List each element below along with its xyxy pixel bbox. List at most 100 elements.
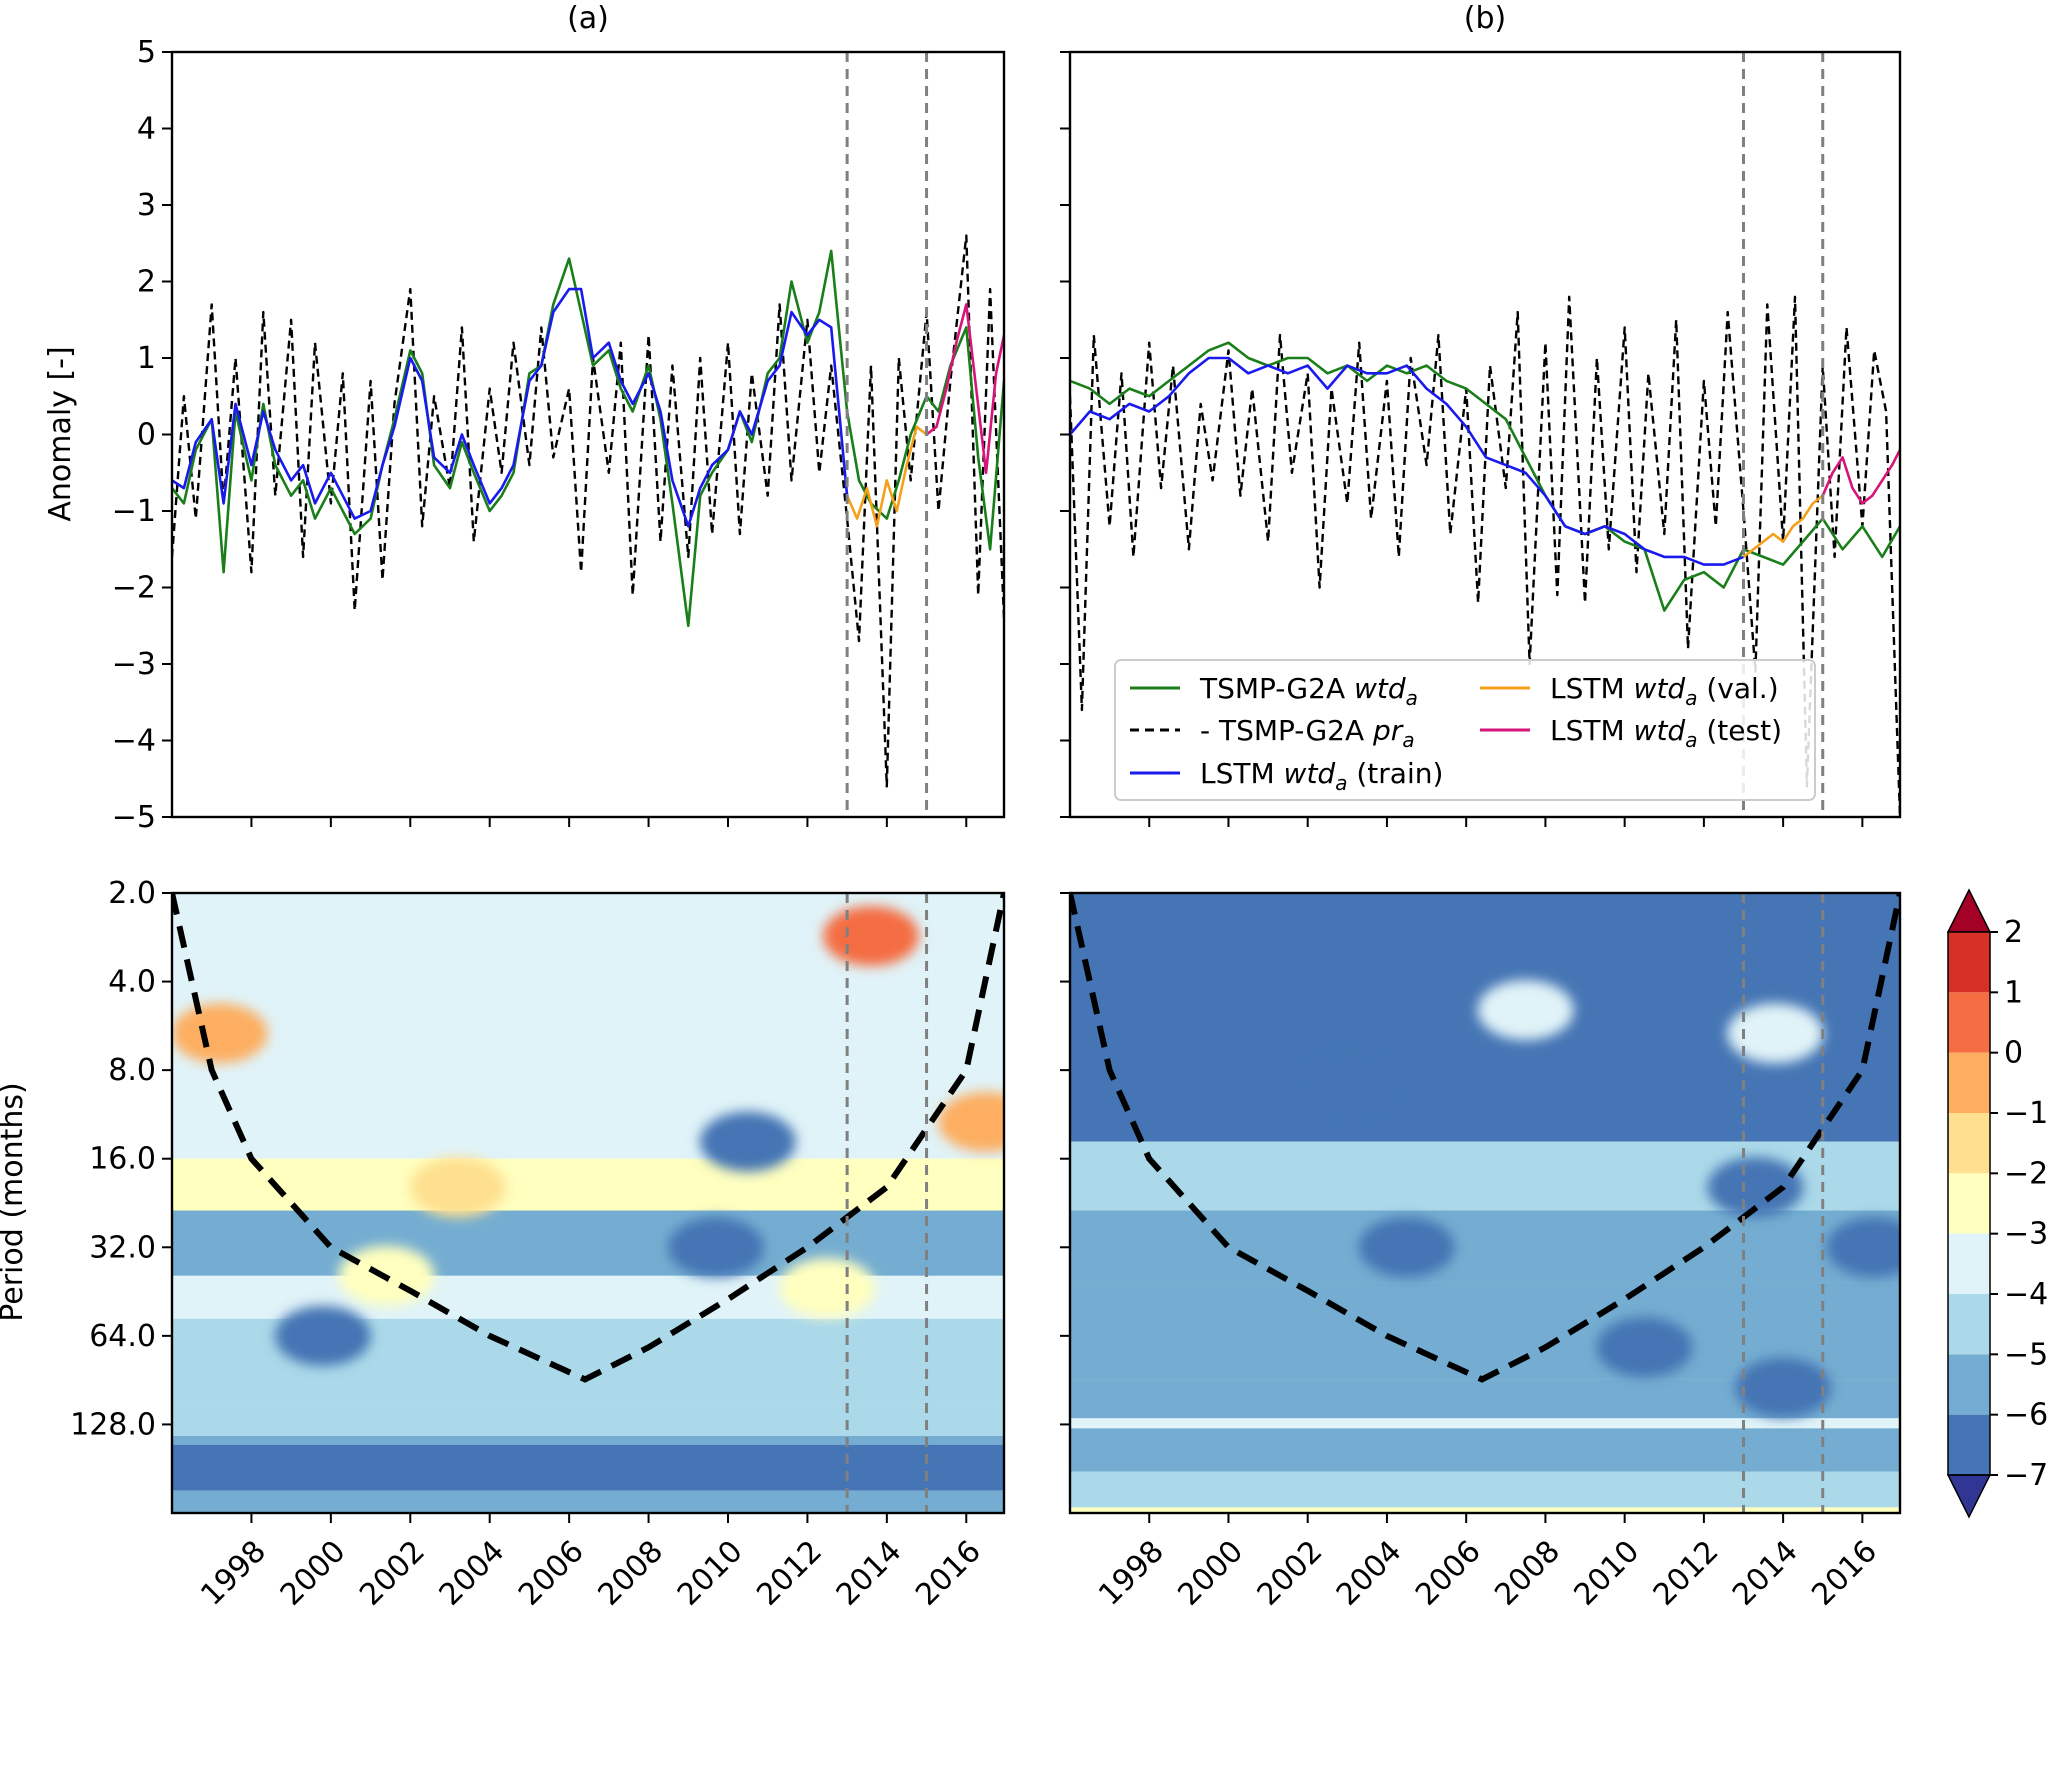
panel-a-ytick-label: −4 [112, 724, 156, 759]
panel-b-frame [1068, 50, 1902, 819]
panel-c-yticks: 2.0 4.0 8.0 16.0 32.0 64.0 128.0 [70, 876, 172, 1442]
panel-c-xtick-label: 2012 [750, 1534, 829, 1613]
colorbar-tick-label: −7 [2004, 1458, 2048, 1493]
panel-d-xtick-label: 2012 [1647, 1534, 1726, 1613]
panel-a-series-line [172, 287, 849, 528]
panel-d-xtick-label: 2002 [1251, 1534, 1330, 1613]
panel-a-ytick-label: 1 [137, 341, 156, 376]
legend-box [1114, 659, 1816, 801]
panel-a-yticks: 5 4 3 2 1 0 −1 −2 −3 −4 −5 [112, 35, 172, 835]
panel-c-xtick-label: 2006 [512, 1534, 591, 1613]
colorbar-tick-label: −2 [2004, 1156, 2048, 1191]
panel-c-power-band [172, 1405, 1004, 1436]
panel-c-xtick-label: 2016 [909, 1534, 988, 1613]
panel-c-xtick-label: 2004 [433, 1534, 512, 1613]
colorbar-tick-label: −5 [2004, 1337, 2048, 1372]
panel-a-xticks [250, 817, 968, 827]
panel-d-power-blob [1826, 1217, 1900, 1278]
legend-entry-label: LSTM wtda (test) [1550, 714, 1782, 752]
panel-c-power-band [172, 1444, 1004, 1491]
panel-d-xtick-label: 1998 [1092, 1534, 1171, 1613]
panel-c-power-blob [699, 1111, 796, 1172]
panel-c-xticks: 1998 2000 2002 2004 2006 2008 2010 2012 2014 2016 [194, 1513, 988, 1613]
panel-c-power-blob [668, 1217, 765, 1278]
panel-c-power-band [172, 1158, 1004, 1211]
panel-c-power-band [172, 1210, 1004, 1276]
panel-d-power-band [1070, 1428, 1900, 1472]
panel-d-xtick-label: 2008 [1488, 1534, 1567, 1613]
legend: TSMP-G2A wtda - TSMP-G2A pra LSTM wtda (tr… [1114, 659, 1816, 801]
panel-c-power-blob [409, 1157, 506, 1218]
panel-c-ytick-label: 32.0 [89, 1230, 156, 1265]
panel-a-series-line [172, 234, 1004, 788]
panel-c-xtick-label: 2010 [671, 1534, 750, 1613]
panel-d-xtick-label: 2006 [1409, 1534, 1488, 1613]
colorbar-extend-max [1946, 888, 1992, 933]
panel-c-power-blob [274, 1305, 371, 1366]
panel-c-power-blob [172, 1003, 268, 1064]
panel-a-title: (a) [567, 1, 609, 36]
panel-c-ytick-label: 4.0 [108, 965, 156, 1000]
panel-c-power-blob [779, 1257, 876, 1318]
colorbar-tick-label: −1 [2004, 1096, 2048, 1131]
panel-d-plot [1070, 893, 1900, 1513]
panel-a-plot [172, 52, 1004, 817]
colorbar-cell [1948, 992, 1990, 1053]
panel-d-power-blob [1735, 1357, 1832, 1418]
panel-d-cone-of-influence [1070, 893, 1900, 1383]
panel-c-power-band [172, 1435, 1004, 1445]
colorbar-tick-label: −4 [2004, 1277, 2048, 1312]
panel-c-xtick-label: 2000 [274, 1534, 353, 1613]
panel-b-series-line [1070, 341, 1900, 612]
panel-d-power-blob [1596, 1317, 1693, 1378]
panel-c-xtick-label: 2002 [353, 1534, 432, 1613]
panel-a-ytick-label: −2 [112, 571, 156, 606]
colorbar-cell [1948, 1052, 1990, 1113]
panel-b-series-line [1070, 295, 1900, 817]
colorbar: 2 1 0 −1 −2 −3 −4 −5 −6 −7 [1946, 888, 2048, 1519]
panel-c-ytick-label: 8.0 [108, 1053, 156, 1088]
panel-b: (b) TSMP-G2A wtda - TSMP-G2A pra LSTM wtda… [1060, 1, 1902, 827]
panel-c-ytick-label: 64.0 [89, 1319, 156, 1354]
panel-a-ytick-label: 3 [137, 188, 156, 223]
panel-d-yticks [1060, 892, 1070, 1426]
panel-c-cone-of-influence [172, 893, 1004, 1383]
panel-d-power-band [1070, 1507, 1900, 1513]
panel-d-power-band [1070, 1418, 1900, 1429]
panel-b-title: (b) [1464, 1, 1506, 36]
colorbar-frame [1947, 931, 1991, 1476]
panel-a-ytick-label: 4 [137, 112, 156, 147]
panel-c-plot [172, 893, 1004, 1513]
panel-d-power-blob [1358, 1217, 1455, 1278]
colorbar-cell [1948, 1354, 1990, 1415]
panel-c-power-band [172, 1490, 1004, 1513]
colorbar-cell [1948, 1414, 1990, 1475]
panel-d-power-blob [1707, 1157, 1804, 1218]
panel-d-xtick-label: 2014 [1726, 1534, 1805, 1613]
panel-c-power-blob [822, 905, 919, 966]
panel-a-ytick-label: 0 [137, 418, 156, 453]
panel-d-power-band [1070, 1471, 1900, 1508]
panel-a-ytick-label: 2 [137, 265, 156, 300]
panel-a-ylabel: Anomaly [-] [43, 346, 78, 521]
panel-c-ylabel: Period (months) [0, 1082, 30, 1322]
panel-b-xticks [1148, 817, 1864, 827]
legend-entry-label: - TSMP-G2A pra [1200, 714, 1415, 752]
colorbar-cell [1948, 932, 1990, 993]
panel-c-xtick-label: 2008 [591, 1534, 670, 1613]
panel-d-xtick-label: 2010 [1568, 1534, 1647, 1613]
legend-entry-label: TSMP-G2A wtda [1199, 672, 1418, 710]
panel-d-power-blob [1477, 980, 1574, 1041]
colorbar-tick-label: −6 [2004, 1398, 2048, 1433]
legend-entry-label: LSTM wtda (val.) [1550, 672, 1779, 710]
panel-c-ytick-label: 2.0 [108, 876, 156, 911]
colorbar-cell [1948, 1294, 1990, 1355]
colorbar-extend-min [1946, 1474, 1992, 1519]
panel-c-ytick-label: 128.0 [70, 1407, 156, 1442]
panel-c-xtick-label: 1998 [194, 1534, 273, 1613]
panel-b-series-line [1070, 356, 1744, 566]
panel-d-power-blob [1299, 1055, 1396, 1116]
legend-entry-label: LSTM wtda (train) [1200, 757, 1443, 795]
panel-a-ytick-label: −1 [112, 494, 156, 529]
